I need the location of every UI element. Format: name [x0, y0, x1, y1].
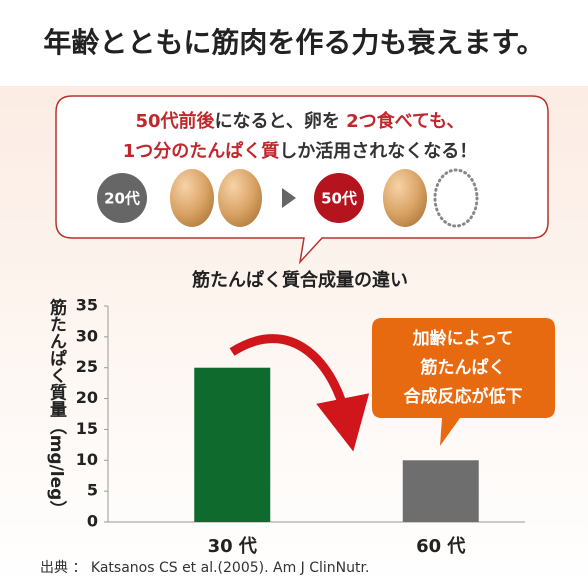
- bar: [194, 367, 271, 522]
- bubble-text: 50代前後: [136, 110, 216, 132]
- bubble-line: 50代前後になると、卵を 2つ食べても、: [136, 110, 465, 132]
- callout: [372, 318, 555, 446]
- header-band: [0, 0, 588, 86]
- x-tick-label: 30 代: [208, 536, 257, 557]
- trend-arrow: [229, 334, 370, 452]
- y-tick-label: 30: [76, 326, 98, 345]
- y-tick-label: 5: [87, 481, 98, 500]
- chart-title: 筋たんぱく質合成量の違い: [192, 269, 408, 291]
- bubble-text: しか活用されなくなる！: [279, 140, 477, 162]
- annotation: 加齢によって: [412, 328, 514, 349]
- bubble-text: 1つ分のたんぱく質: [123, 140, 280, 162]
- source: 出典 ： Katsanos CS et al.(2005). Am J Clin…: [40, 560, 369, 576]
- y-tick-label: 35: [76, 296, 98, 315]
- arrow: [282, 188, 296, 208]
- y-tick-label: 15: [76, 419, 98, 438]
- missing-egg: [433, 168, 479, 228]
- age-label: 20代: [104, 190, 140, 208]
- page-title: 年齢とともに筋肉を作る力も衰えます。: [43, 26, 544, 59]
- annotation: 筋たんぱく: [420, 357, 506, 378]
- bar: [402, 460, 479, 522]
- y-tick-label: 25: [76, 357, 98, 376]
- egg: [383, 169, 427, 227]
- age-badge: [314, 173, 364, 223]
- egg: [218, 169, 262, 227]
- egg: [170, 169, 214, 227]
- age-badge: [97, 173, 147, 223]
- bubble-text: になると、卵を: [215, 110, 340, 132]
- age-label: 50代: [321, 190, 357, 208]
- y-tick-label: 10: [76, 450, 98, 469]
- x-tick-label: 60 代: [416, 536, 465, 557]
- annotation: 合成反応が低下: [404, 386, 523, 407]
- y-tick-label: 20: [76, 388, 98, 407]
- y-tick-label: 0: [87, 512, 98, 531]
- y-axis-label: 筋たんぱく質量（mg/leg）: [46, 298, 68, 518]
- plot: 0 5 10 15 20 25 30 35 30 代 60 代: [76, 296, 525, 557]
- bubble-text: 2つ食べても、: [340, 110, 465, 132]
- bubble-line: 1つ分のたんぱく質しか活用されなくなる！: [123, 140, 478, 162]
